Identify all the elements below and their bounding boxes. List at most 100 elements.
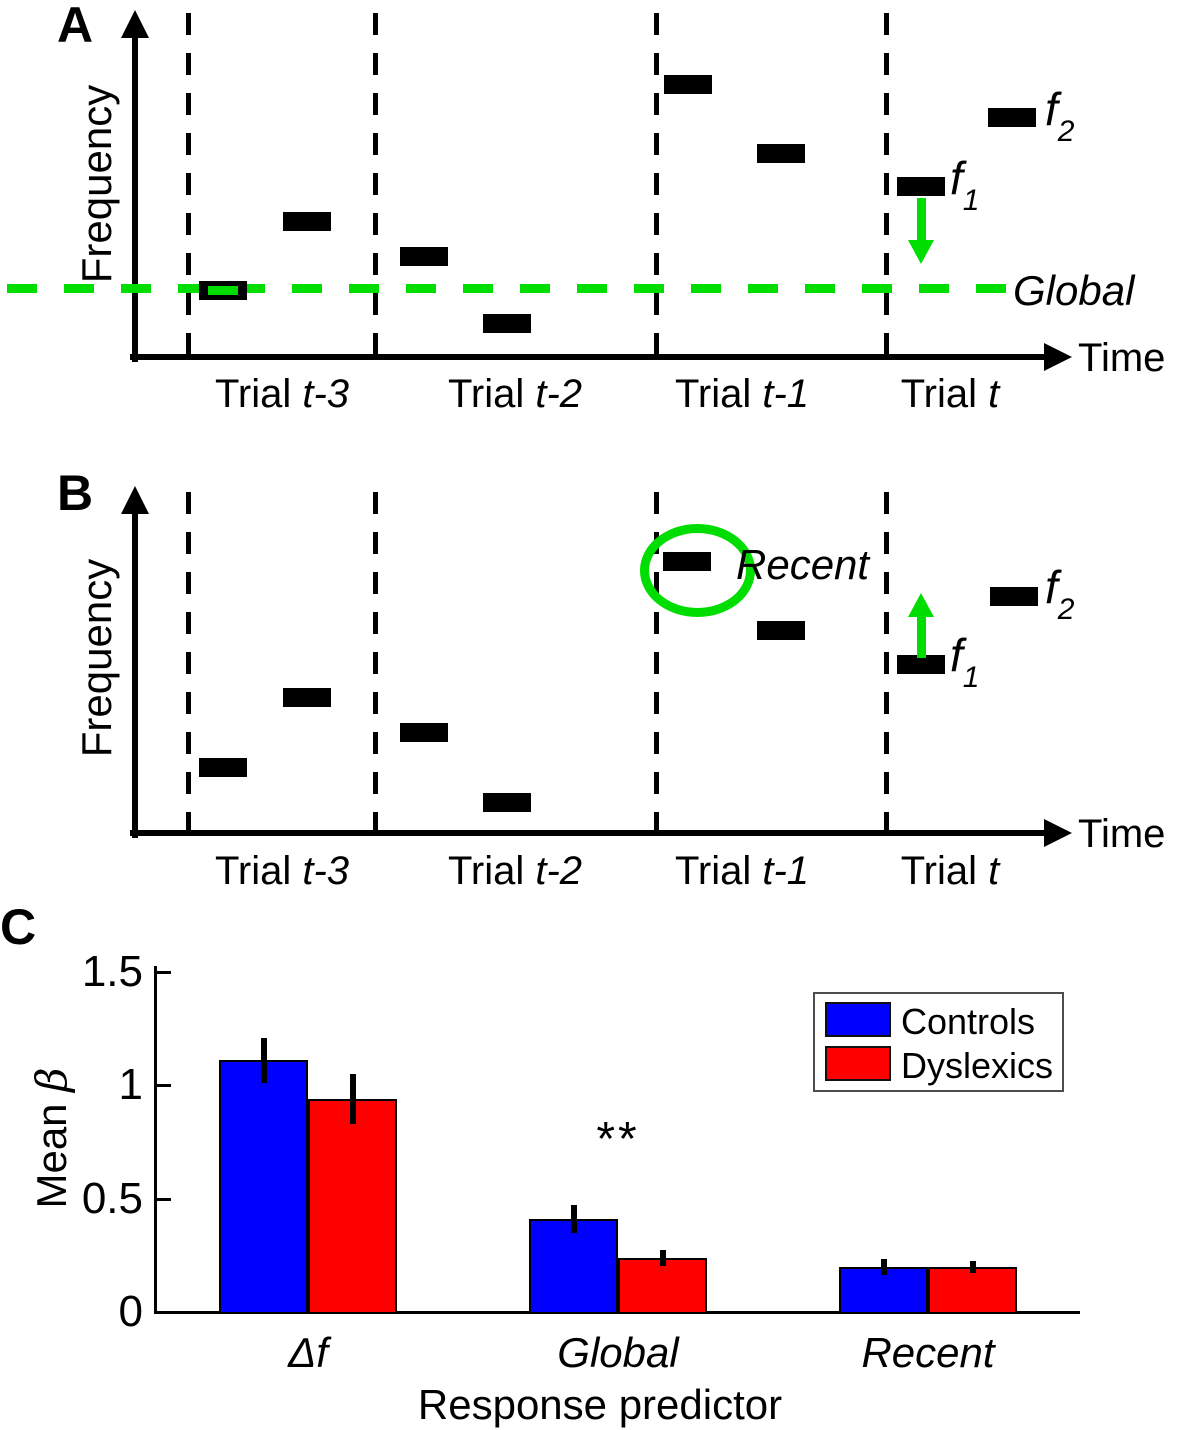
x-tick-label-2: Recent <box>861 1329 995 1376</box>
x-tick-label-1: Global <box>557 1329 679 1376</box>
trial-separator-4 <box>884 13 889 356</box>
error-bar-dyslexics-1 <box>659 1249 666 1266</box>
trial-separator-2 <box>373 13 378 356</box>
up-arrow-head <box>908 593 934 617</box>
trial-label-t-3: Trial t-3 <box>215 372 349 416</box>
legend-label-controls: Controls <box>901 1001 1036 1042</box>
recent-label: Recent <box>736 541 870 588</box>
panel-b-y-axis <box>132 508 138 838</box>
trial-index: t-3 <box>302 849 350 893</box>
panel-b-f2-label: f2 <box>1045 561 1075 626</box>
legend-swatch-dyslexics <box>825 1046 891 1081</box>
error-bar-controls-1 <box>570 1205 577 1233</box>
trial-word: Trial <box>447 372 536 416</box>
panel-b-time-label: Time <box>1078 812 1166 856</box>
bar-controls-0 <box>219 1060 308 1314</box>
trial-label-t: Trial t <box>901 849 1000 893</box>
panel-a-f1-label: f1 <box>950 152 980 217</box>
bar-dyslexics-2 <box>928 1266 1017 1314</box>
trial-word: Trial <box>447 849 536 893</box>
trial-index: t-3 <box>302 372 350 416</box>
trial-separator-2 <box>373 492 378 830</box>
legend-label-dyslexics: Dyslexics <box>901 1045 1054 1086</box>
error-bar-controls-2 <box>880 1258 887 1275</box>
error-bar-dyslexics-2 <box>969 1260 976 1273</box>
trial-separator-3 <box>654 13 659 356</box>
trial-word: Trial <box>214 849 303 893</box>
panel-b-y-axis-label: Frequency <box>73 558 120 758</box>
trial-separator-1 <box>186 13 191 356</box>
y-tick-0.5 <box>157 1197 171 1201</box>
panel-c-x-axis-label: Response predictor <box>417 1381 783 1428</box>
trial-word: Trial <box>674 372 763 416</box>
trial-label-t-3: Trial t-3 <box>215 849 349 893</box>
tone-bar <box>199 758 247 777</box>
trial-index: t <box>988 372 1000 416</box>
panel-a-y-axis <box>132 32 138 362</box>
trial-index: t-2 <box>535 849 583 893</box>
panel-a-label: A <box>57 0 94 53</box>
panel-c-y-axis-label: Mean β <box>27 1067 76 1209</box>
trial-separator-4 <box>884 492 889 830</box>
trial-index: t-1 <box>762 372 810 416</box>
panel-c-label: C <box>0 899 37 955</box>
panel-a-x-axis <box>130 354 1048 360</box>
tone-bar <box>483 793 531 812</box>
tone-bar <box>483 314 531 333</box>
error-bar-controls-0 <box>260 1037 267 1084</box>
trial-separator-3 <box>654 492 659 830</box>
y-tick-label-1: 1 <box>118 1060 143 1110</box>
panel-b-label: B <box>57 465 94 521</box>
error-bar-dyslexics-0 <box>349 1074 356 1124</box>
legend-swatch-controls <box>825 1002 891 1037</box>
tone-bar <box>757 621 805 640</box>
trial-index: t-1 <box>762 849 810 893</box>
trial-label-t: Trial t <box>901 372 1000 416</box>
panel-a-f2-label: f2 <box>1045 83 1075 148</box>
tone-bar <box>283 688 331 707</box>
tone-bar <box>897 655 945 674</box>
panel-a-time-label: Time <box>1078 336 1166 380</box>
y-tick-1.5 <box>157 971 171 974</box>
legend: Controls Dyslexics <box>813 992 1064 1092</box>
global-label: Global <box>1013 267 1135 314</box>
y-tick-1 <box>157 1084 171 1088</box>
tone-bar <box>990 587 1038 606</box>
tone-bar <box>400 247 448 266</box>
trial-word: Trial <box>674 849 763 893</box>
up-arrow-shaft <box>917 615 926 658</box>
significance-marker: ** <box>596 1113 640 1166</box>
panel-c-y-axis <box>154 966 157 1314</box>
down-arrow-head <box>908 240 934 264</box>
bar-controls-1 <box>529 1219 618 1314</box>
trial-label-t-2: Trial t-2 <box>448 849 582 893</box>
y-tick-label-1.5: 1.5 <box>81 947 143 996</box>
trial-index: t-2 <box>535 372 583 416</box>
y-tick-label-0.5: 0.5 <box>81 1173 143 1223</box>
tone-bar <box>897 177 945 196</box>
panel-a-y-axis-label: Frequency <box>73 84 120 284</box>
tone-bar <box>400 723 448 742</box>
tone-bar <box>283 212 331 231</box>
x-tick-label-0: Δf <box>288 1329 328 1376</box>
bar-dyslexics-0 <box>308 1098 397 1314</box>
trial-word: Trial <box>214 372 303 416</box>
tone-bar <box>664 75 712 94</box>
panel-b-x-axis-arrowhead <box>1044 819 1072 847</box>
panel-b-f1-label: f1 <box>950 629 980 694</box>
trial-label-t-1: Trial t-1 <box>675 849 809 893</box>
tone-bar <box>757 144 805 163</box>
global-line-through-tone <box>208 286 238 295</box>
tone-bar <box>199 281 247 300</box>
trial-separator-1 <box>186 492 191 830</box>
trial-index: t <box>988 849 1000 893</box>
trial-word: Trial <box>900 849 989 893</box>
trial-label-t-1: Trial t-1 <box>675 372 809 416</box>
recent-highlight-circle <box>640 524 755 617</box>
y-tick-label-0: 0 <box>118 1287 143 1336</box>
trial-label-t-2: Trial t-2 <box>448 372 582 416</box>
tone-bar <box>988 108 1036 127</box>
global-mean-dashed-line <box>7 284 1008 293</box>
panel-b-x-axis <box>130 830 1048 836</box>
